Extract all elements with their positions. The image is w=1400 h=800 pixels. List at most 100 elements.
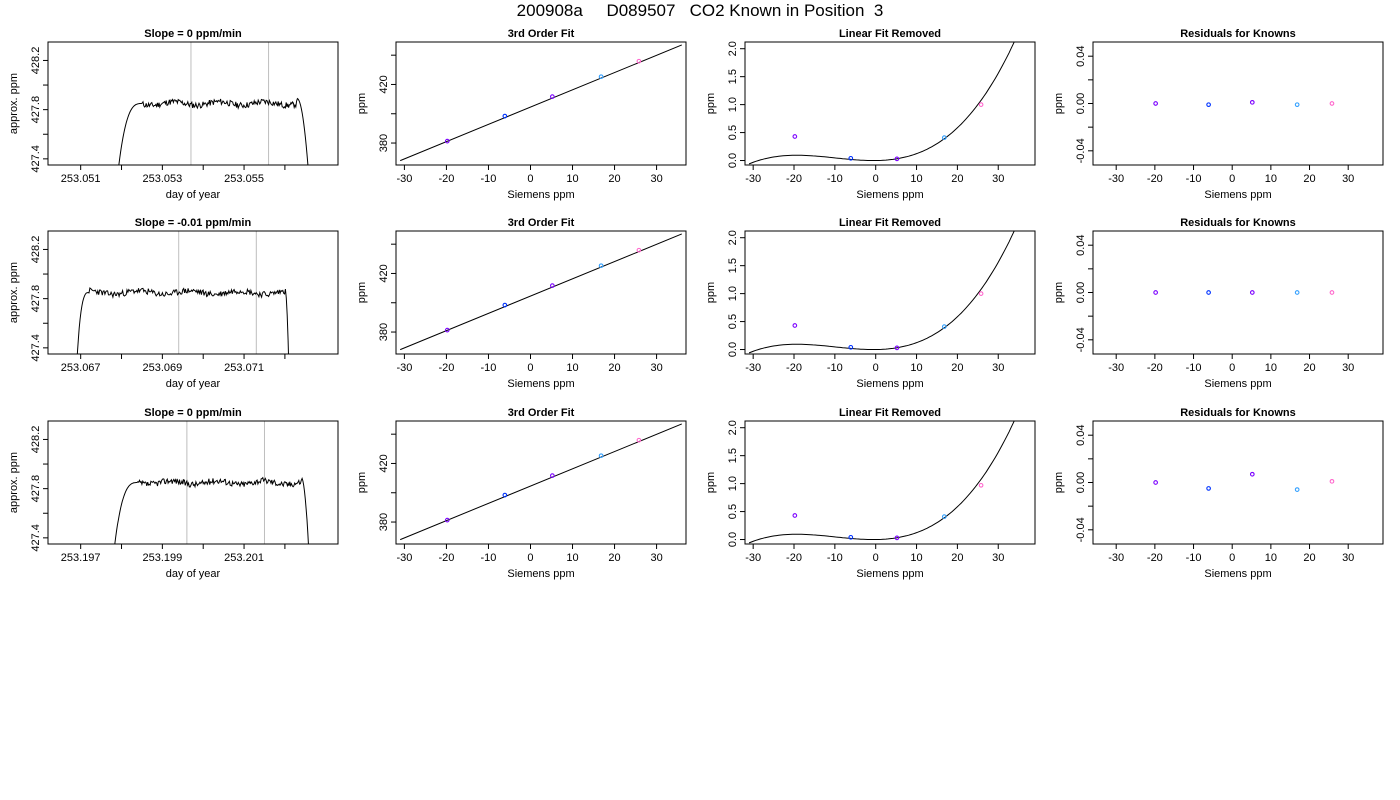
fit-curve	[748, 42, 1015, 165]
y-tick-label: 1.0	[727, 97, 739, 112]
x-tick-label: 20	[1303, 552, 1315, 564]
chart-title: 3rd Order Fit	[508, 28, 575, 40]
plot-area	[400, 233, 682, 351]
data-point	[1249, 99, 1255, 105]
x-axis-label: Siemens ppm	[856, 189, 923, 201]
x-tick-label: 0	[1229, 173, 1235, 185]
x-tick-label: -10	[827, 362, 843, 374]
x-tick-label: 10	[1265, 552, 1277, 564]
x-axis-label: Siemens ppm	[507, 189, 574, 201]
x-tick-label: 30	[992, 362, 1004, 374]
data-point	[444, 138, 450, 144]
y-tick-label: 427.8	[30, 285, 42, 313]
x-tick-label: 10	[910, 552, 922, 564]
x-tick-label: -20	[786, 552, 802, 564]
chart-title: Linear Fit Removed	[839, 217, 941, 229]
data-point	[941, 135, 947, 140]
x-tick-label: -30	[396, 362, 412, 374]
y-axis-label: ppm	[356, 93, 368, 114]
x-tick-label: 0	[527, 362, 533, 374]
data-point	[444, 517, 450, 523]
page-title: 200908a D089507 CO2 Known in Position 3	[516, 1, 884, 20]
chart-title: Residuals for Knowns	[1180, 407, 1296, 419]
data-point	[1249, 290, 1255, 295]
data-point	[636, 58, 642, 64]
data-point	[1206, 290, 1211, 295]
plot-area	[1153, 99, 1335, 108]
y-axis-label: ppm	[356, 282, 368, 303]
plot-frame	[395, 420, 687, 545]
x-tick-label: -30	[1108, 173, 1124, 185]
data-point	[894, 535, 900, 541]
x-tick-label: 10	[566, 173, 578, 185]
plot-area	[748, 231, 1015, 354]
x-tick-label: 20	[1303, 173, 1315, 185]
y-axis-label: ppm	[356, 472, 368, 493]
x-tick-label: -10	[1186, 552, 1202, 564]
data-point	[792, 513, 798, 518]
x-tick-label: 30	[1342, 362, 1354, 374]
x-tick-label: -10	[1186, 173, 1202, 185]
plot-frame	[395, 41, 687, 166]
x-tick-label: 10	[566, 552, 578, 564]
data-point	[1153, 101, 1158, 106]
data-point	[792, 134, 798, 139]
x-tick-label: 20	[1303, 362, 1315, 374]
chart-title: Residuals for Knowns	[1180, 217, 1296, 229]
y-tick-label: 427.8	[30, 96, 42, 124]
x-tick-label: 30	[992, 552, 1004, 564]
y-tick-label: 2.0	[727, 420, 739, 435]
x-tick-label: 10	[910, 362, 922, 374]
y-tick-label: 428.2	[30, 47, 42, 75]
y-tick-label: -0.04	[1075, 327, 1087, 352]
x-tick-label: -20	[438, 552, 454, 564]
chart-panel-r1-c3: Linear Fit Removed -30 -20 -10 0 10 20 30 0.0 0.5…	[705, 28, 1036, 201]
x-tick-label: 30	[650, 362, 662, 374]
x-tick-label: 253.071	[224, 362, 264, 374]
plot-area	[1153, 471, 1335, 492]
data-point	[848, 344, 854, 350]
chart-panel-r3-c1: Slope = 0 ppm/min 253.197 253.199 253.201 42…	[8, 407, 339, 580]
x-tick-label: 253.199	[142, 552, 182, 564]
fit-curve	[748, 421, 1015, 544]
y-tick-label: 428.2	[30, 236, 42, 264]
y-tick-label: 1.0	[727, 286, 739, 301]
y-axis-label: ppm	[705, 472, 717, 493]
data-point	[848, 155, 854, 161]
x-tick-label: -30	[1108, 362, 1124, 374]
x-tick-label: 253.197	[61, 552, 101, 564]
y-tick-label: 1.5	[727, 448, 739, 463]
data-point	[978, 102, 984, 107]
y-tick-label: 0.5	[727, 314, 739, 329]
ppm-trace-line	[114, 476, 309, 544]
x-tick-label: 10	[566, 362, 578, 374]
chart-title: 3rd Order Fit	[508, 217, 575, 229]
x-tick-label: -10	[481, 552, 497, 564]
plot-frame	[744, 41, 1036, 166]
plot-frame	[47, 41, 339, 166]
data-point	[444, 327, 450, 333]
y-tick-label: 0.0	[727, 153, 739, 168]
y-tick-label: 0.04	[1075, 45, 1087, 66]
x-tick-label: -20	[786, 362, 802, 374]
x-tick-label: -20	[438, 362, 454, 374]
y-tick-label: 2.0	[727, 230, 739, 245]
chart-panel-r1-c1: Slope = 0 ppm/min 253.051 253.053 253.055 42…	[8, 28, 339, 201]
data-point	[1206, 486, 1211, 491]
plot-frame	[47, 230, 339, 355]
y-tick-label: 427.4	[30, 334, 42, 362]
plot-area	[1153, 290, 1335, 295]
y-tick-label: 420	[378, 264, 390, 282]
y-tick-label: 420	[378, 75, 390, 93]
data-point	[894, 156, 900, 162]
x-tick-label: 0	[873, 362, 879, 374]
data-point	[978, 291, 984, 296]
plot-area	[400, 423, 682, 541]
data-point	[598, 263, 604, 269]
x-tick-label: 20	[951, 173, 963, 185]
plot-frame	[47, 420, 339, 545]
y-tick-label: -0.04	[1075, 138, 1087, 163]
y-tick-label: 380	[378, 134, 390, 152]
ppm-trace-line	[118, 97, 309, 165]
x-tick-label: 253.069	[142, 362, 182, 374]
